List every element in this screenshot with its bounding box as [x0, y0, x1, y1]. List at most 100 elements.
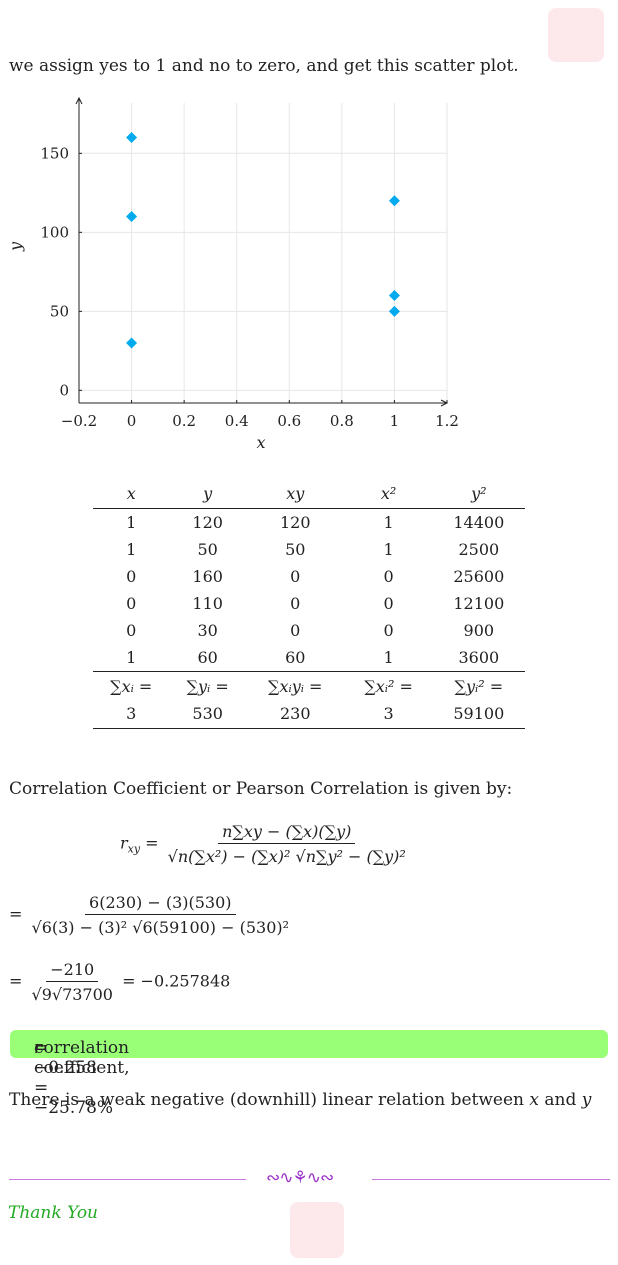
y-tick-label: 50 [50, 302, 69, 320]
highlight-value: = −0.258 = −25.78% [34, 1038, 114, 1118]
formula-denominator: √n(∑x²) − (∑x)² √n∑y² − (∑y)² [167, 847, 406, 866]
data-point [388, 290, 400, 302]
step1-denominator: √6(3) − (3)² √6(59100) − (530)² [31, 918, 290, 937]
cell: 25600 [453, 567, 505, 586]
data-point [388, 195, 400, 207]
sum-value: 530 [169, 700, 246, 729]
sum-value: 3 [93, 700, 170, 729]
cell: 1 [383, 648, 394, 667]
scatter-chart: −0.2 0 0.2 0.4 0.6 0.8 1 1.2 0 50 100 150 x y [6, 96, 459, 452]
y-tick-label: 100 [40, 223, 69, 241]
data-point [388, 305, 400, 317]
x-tick-label: 1 [390, 412, 400, 430]
col-header: x [93, 480, 170, 509]
cell: 110 [192, 594, 223, 613]
divider-left [9, 1179, 246, 1180]
chart-points [126, 132, 400, 349]
cell: 50 [285, 540, 306, 559]
cell: 12100 [453, 594, 505, 613]
correlation-intro: Correlation Coefficient or Pearson Corre… [9, 779, 513, 799]
formula-lhs: r [120, 833, 128, 853]
cell: 2500 [458, 540, 500, 559]
highlight-var: r [34, 1038, 43, 1058]
data-point [126, 211, 138, 223]
x-tick-label: 0.8 [330, 412, 354, 430]
thank-you-text: Thank You [8, 1203, 99, 1223]
sum-label: ∑xᵢ² = [344, 671, 433, 700]
x-tick-label: 0.6 [277, 412, 301, 430]
y-tick-label: 150 [40, 144, 69, 162]
step2-fraction: −210 √9√73700 [28, 960, 117, 1004]
cell: 120 [192, 513, 223, 532]
cell: 1 [383, 540, 394, 559]
ornament-icon: ∾∿⚘∿∾ [266, 1168, 334, 1188]
sum-label: ∑xᵢyᵢ = [245, 671, 345, 700]
col-header: y² [432, 480, 525, 509]
table-row: 1 60 60 1 3600 [93, 644, 525, 672]
cell: 14400 [453, 513, 505, 532]
step1-fraction: 6(230) − (3)(530) √6(3) − (3)² √6(59100)… [28, 893, 294, 937]
step2-numerator: −210 [46, 960, 99, 982]
cell: 3600 [458, 648, 500, 667]
table-header-row: x y xy x² y² [93, 480, 525, 509]
intro-text: we assign yes to 1 and no to zero, and g… [9, 56, 519, 76]
sum-label: ∑yᵢ = [169, 671, 246, 700]
sum-value: 59100 [432, 700, 525, 729]
table-row: 0 30 0 0 900 [93, 617, 525, 644]
formula-numerator: n∑xy − (∑x)(∑y) [218, 822, 356, 844]
formula-fraction: n∑xy − (∑x)(∑y) √n(∑x²) − (∑x)² √n∑y² − … [164, 822, 410, 866]
watermark-logo [548, 8, 604, 62]
cell: 0 [290, 567, 301, 586]
col-header: y [169, 480, 246, 509]
data-point [126, 132, 138, 144]
cell: 30 [197, 621, 218, 640]
divider-right [372, 1179, 610, 1180]
sum-value-row: 3 530 230 3 59100 [93, 700, 525, 729]
result-highlight: correlation coefficient, r = −0.258 = −2… [10, 1030, 608, 1118]
highlight-text: correlation coefficient, [34, 1038, 130, 1078]
x-tick-label: 1.2 [435, 412, 459, 430]
table-row: 1 120 120 1 14400 [93, 509, 525, 537]
sum-value: 3 [344, 700, 433, 729]
col-header: x² [344, 480, 433, 509]
step2-denominator: √9√73700 [31, 985, 113, 1004]
col-header: xy [245, 480, 345, 509]
pearson-formula: rxy = n∑xy − (∑x)(∑y) √n(∑x²) − (∑x)² √n… [120, 822, 410, 866]
x-tick-label: 0 [127, 412, 137, 430]
x-tick-label: 0.2 [172, 412, 196, 430]
conclusion-text: There is a weak negative (downhill) line… [9, 1090, 592, 1110]
sum-value: 230 [245, 700, 345, 729]
cell: 0 [383, 594, 394, 613]
cell: 0 [126, 594, 137, 613]
x-tick-label: 0.4 [225, 412, 249, 430]
simplification-step: = −210 √9√73700 = −0.257848 [9, 960, 231, 1004]
cell: 160 [192, 567, 223, 586]
y-axis-arrow [75, 96, 83, 105]
cell: 1 [126, 540, 137, 559]
cell: 0 [126, 567, 137, 586]
cell: 0 [290, 594, 301, 613]
cell: 900 [463, 621, 495, 640]
table-row: 0 110 0 0 12100 [93, 590, 525, 617]
cell: 50 [197, 540, 218, 559]
watermark-logo-bottom [290, 1202, 344, 1258]
cell: 60 [285, 648, 306, 667]
cell: 0 [290, 621, 301, 640]
x-axis-label: x [256, 433, 265, 452]
step1-numerator: 6(230) − (3)(530) [85, 893, 236, 915]
cell: 60 [197, 648, 218, 667]
chart-grid [78, 103, 448, 403]
sum-label: ∑yᵢ² = [432, 671, 525, 700]
chart-ticks: −0.2 0 0.2 0.4 0.6 0.8 1 1.2 0 50 100 150 [40, 144, 459, 430]
y-tick-label: 0 [59, 381, 69, 399]
substitution-step: = 6(230) − (3)(530) √6(3) − (3)² √6(5910… [9, 893, 293, 937]
calculation-table: x y xy x² y² 1 120 120 1 14400 1 50 50 1 2500 0 1… [93, 480, 525, 729]
y-axis-label: y [6, 241, 25, 252]
sum-label-row: ∑xᵢ = ∑yᵢ = ∑xᵢyᵢ = ∑xᵢ² = ∑yᵢ² = [93, 671, 525, 700]
cell: 0 [126, 621, 137, 640]
table-row: 0 160 0 0 25600 [93, 563, 525, 590]
formula-lhs-sub: xy [127, 842, 141, 856]
sum-label: ∑xᵢ = [93, 671, 170, 700]
cell: 1 [383, 513, 394, 532]
table-row: 1 50 50 1 2500 [93, 536, 525, 563]
